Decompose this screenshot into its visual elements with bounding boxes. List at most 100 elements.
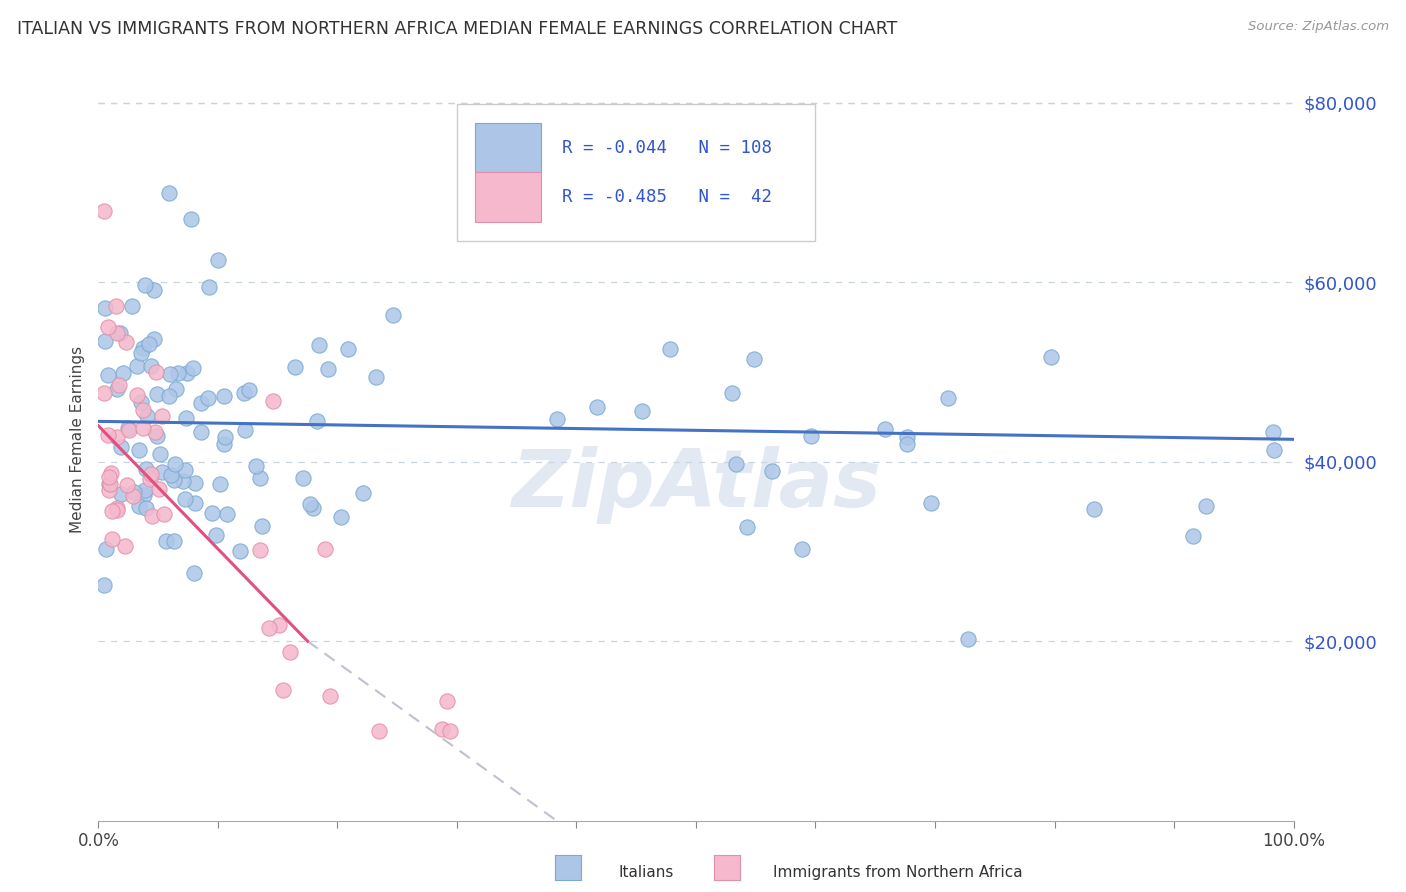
Text: ITALIAN VS IMMIGRANTS FROM NORTHERN AFRICA MEDIAN FEMALE EARNINGS CORRELATION CH: ITALIAN VS IMMIGRANTS FROM NORTHERN AFRI… [17,20,897,37]
Point [100,466,122,480]
Point [1263,443,1285,458]
Point [124,484,146,499]
Point [110,326,132,340]
Point [436,693,458,707]
Point [143,283,166,297]
Text: Source: ZipAtlas.com: Source: ZipAtlas.com [1249,20,1389,33]
Point [201,506,224,520]
Point [110,441,132,455]
Point [873,422,896,436]
Point [183,566,205,580]
Point [152,507,174,521]
Point [1039,350,1062,364]
Point [112,366,135,380]
Point [93,578,115,592]
Point [117,421,139,435]
Point [735,519,758,533]
Point [430,723,453,737]
Point [352,485,374,500]
Point [150,409,173,424]
Point [957,632,980,647]
Point [118,423,141,437]
Point [150,465,173,479]
Point [94,542,117,557]
Point [229,543,252,558]
Point [165,382,187,396]
Point [176,366,198,380]
Point [761,464,783,478]
Point [136,409,159,423]
Point [143,425,166,439]
Point [936,391,959,405]
Point [174,411,197,425]
Point [233,385,256,400]
Bar [475,123,541,172]
Point [105,502,128,516]
Point [98,483,121,498]
Point [284,359,307,374]
Point [131,421,153,435]
Point [105,430,128,444]
Point [292,470,315,484]
Point [114,334,136,349]
Point [299,497,322,511]
Point [127,388,149,402]
Point [163,473,186,487]
Point [94,334,117,348]
Point [134,483,156,498]
Point [148,482,170,496]
Point [122,489,145,503]
Point [585,400,607,414]
Point [141,359,163,373]
Point [146,386,169,401]
Point [233,423,256,437]
Point [180,212,202,227]
Point [1261,425,1284,439]
Point [896,430,918,444]
Bar [475,172,541,222]
Point [207,253,229,268]
Point [159,367,181,381]
Point [132,402,155,417]
Point [135,500,157,515]
Point [131,395,153,409]
Point [724,457,747,471]
Point [172,475,194,489]
Point [108,378,131,392]
Point [1195,500,1218,514]
Point [104,299,127,313]
Point [149,447,172,461]
Point [920,495,942,509]
Point [742,351,765,366]
Point [267,617,290,632]
Point [174,492,197,507]
Point [105,326,128,340]
Point [314,541,336,556]
Point [98,477,121,491]
Point [721,386,744,401]
Point [381,308,404,322]
Point [138,337,160,351]
Point [319,689,342,703]
Point [159,467,181,482]
Point [546,412,568,426]
Point [97,427,120,442]
Y-axis label: Median Female Earnings: Median Female Earnings [69,346,84,533]
Point [115,477,138,491]
Text: R = -0.044   N = 108: R = -0.044 N = 108 [562,138,772,157]
Point [129,346,152,360]
Point [630,403,652,417]
Point [318,361,340,376]
Point [141,509,163,524]
Point [157,186,180,200]
Point [132,488,155,502]
Point [155,534,177,549]
Point [214,437,236,451]
Point [94,301,117,315]
Point [249,543,271,558]
Point [93,385,115,400]
Point [128,443,150,458]
Point [214,430,236,444]
Point [1083,502,1105,516]
Point [212,389,235,403]
